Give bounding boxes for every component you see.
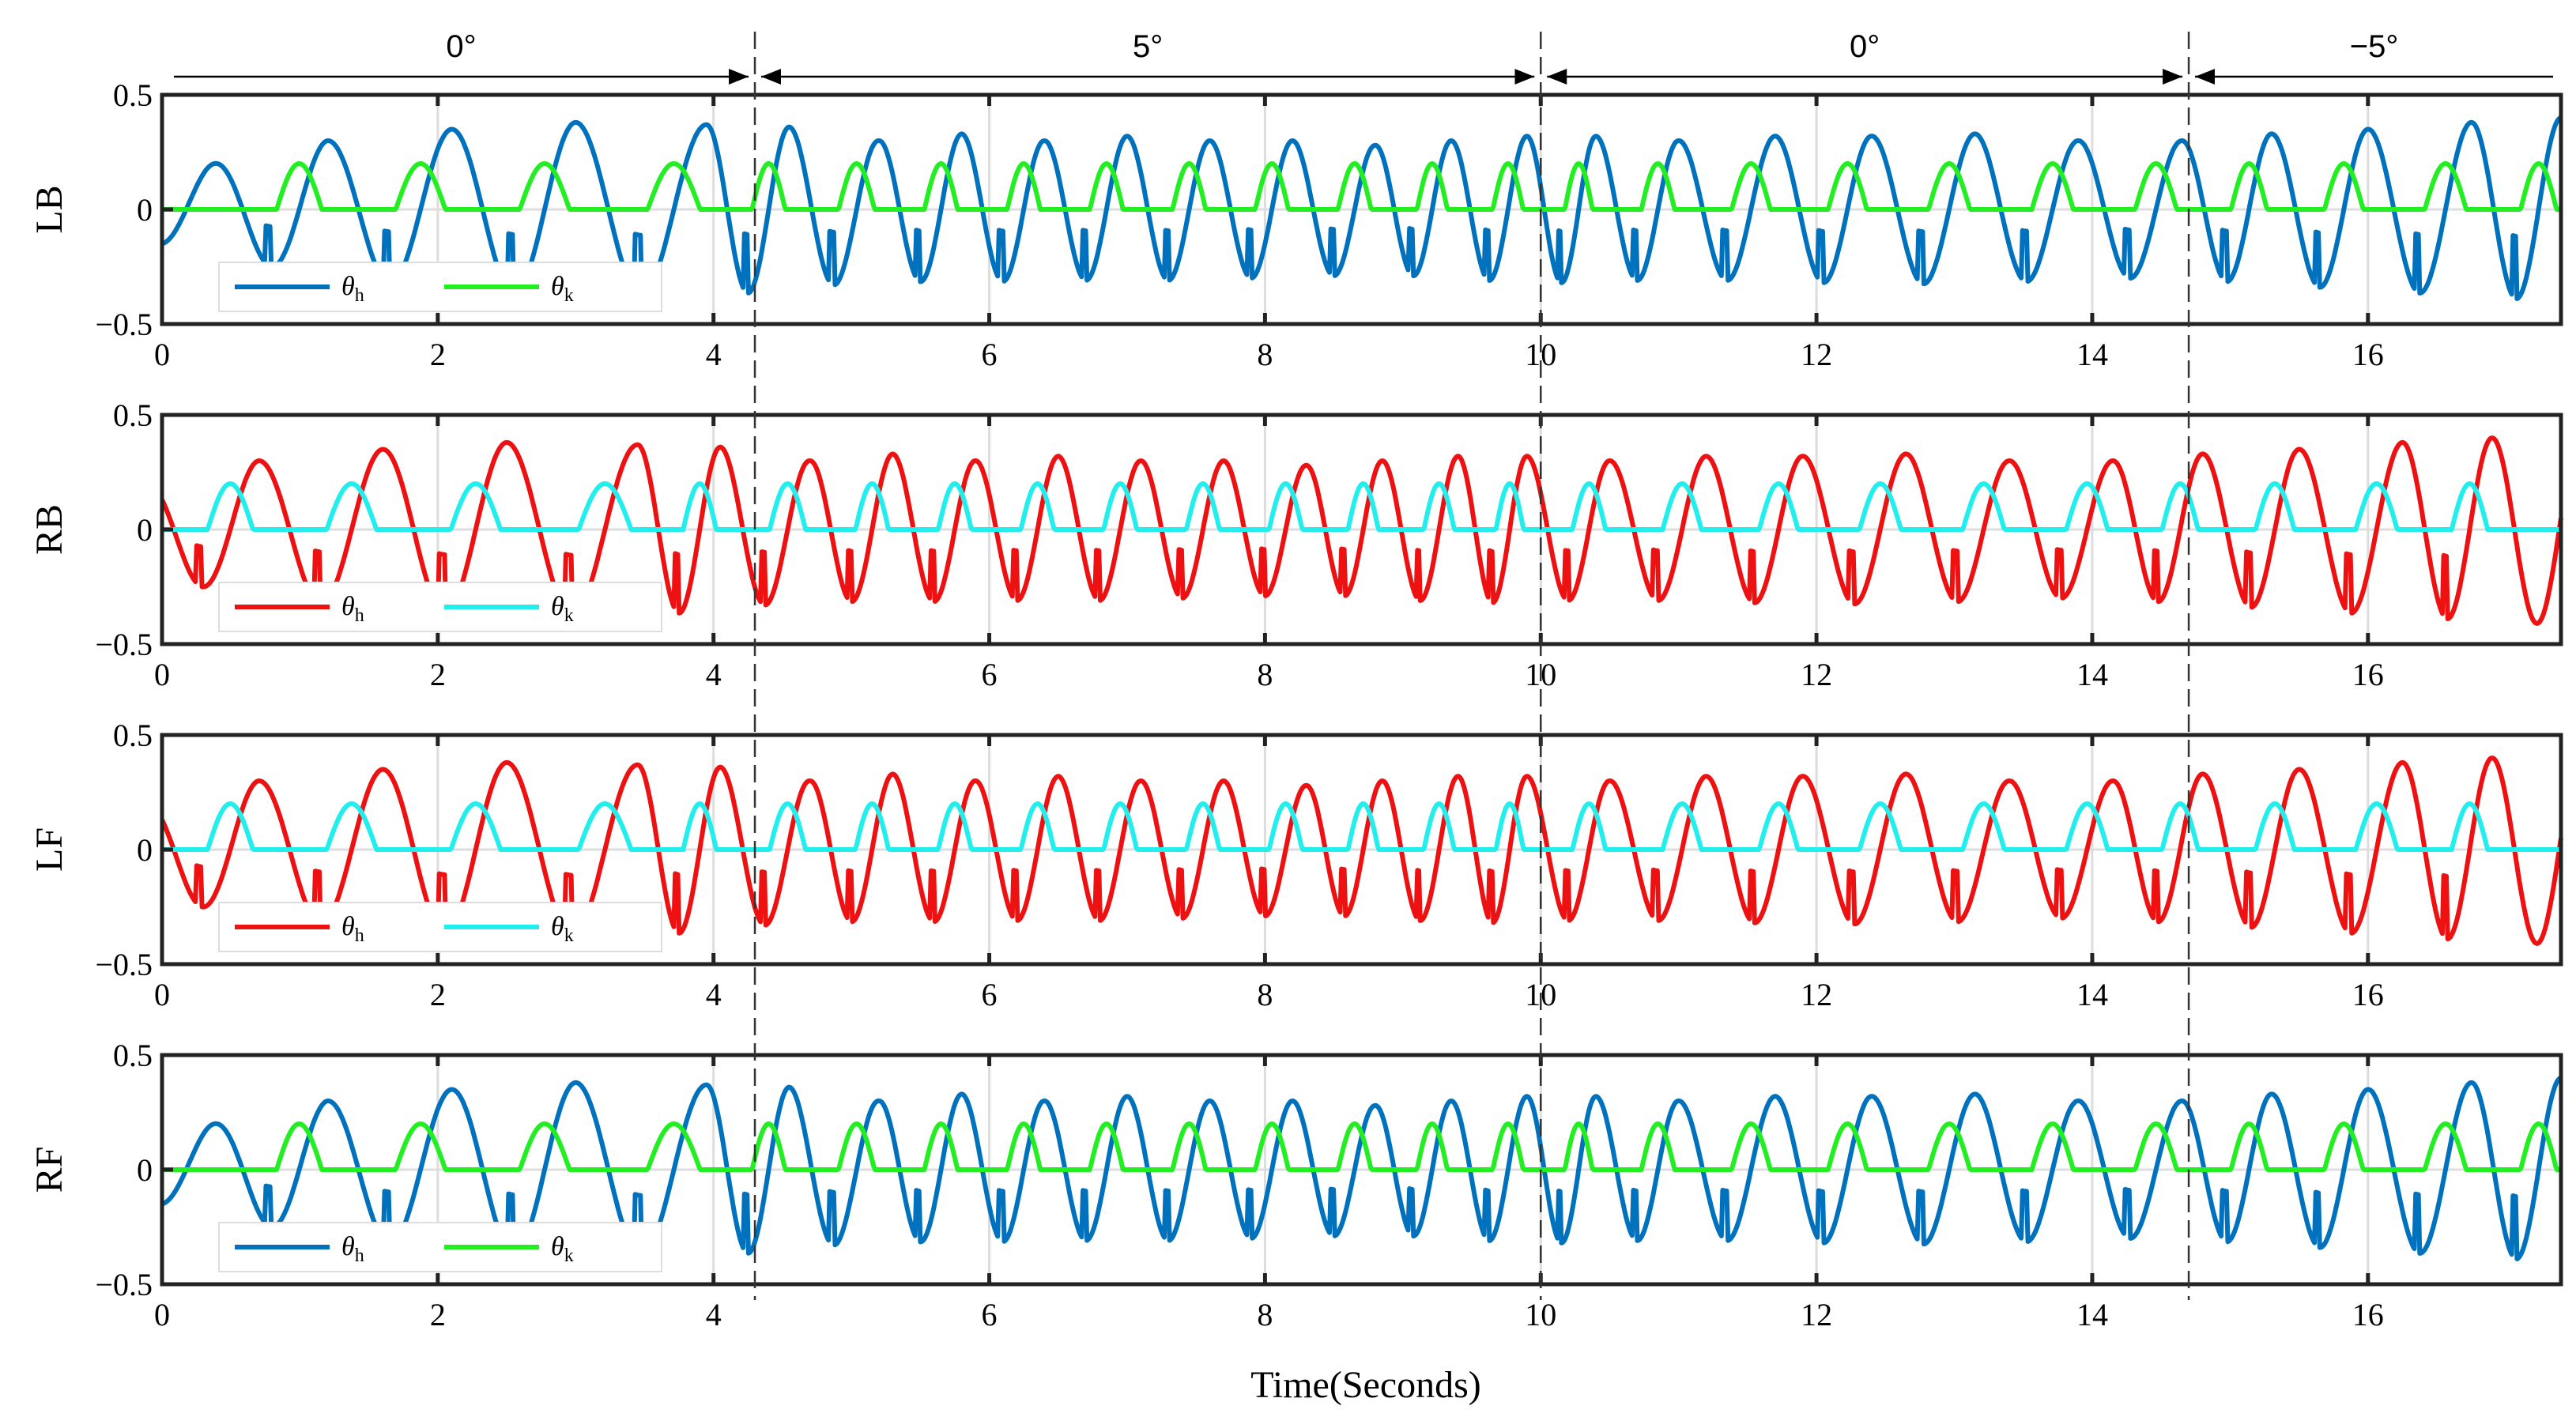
segment-label: −5° (2350, 29, 2399, 64)
x-tick-label: 4 (706, 657, 722, 692)
legend-subscript: h (355, 285, 364, 306)
legend-subscript: k (564, 605, 574, 626)
x-tick-label: 6 (982, 657, 998, 692)
y-axis-label: LB (28, 185, 70, 233)
x-tick-label: 0 (154, 337, 170, 372)
x-tick-label: 2 (430, 1297, 446, 1332)
y-axis-label: RB (28, 504, 70, 555)
y-tick-label: 0 (137, 1152, 153, 1188)
x-tick-label: 6 (982, 977, 998, 1012)
x-tick-label: 6 (982, 1297, 998, 1332)
y-tick-label: 0.5 (113, 398, 153, 433)
x-tick-label: 8 (1257, 337, 1273, 372)
legend-subscript: h (355, 1246, 364, 1266)
x-tick-label: 14 (2076, 657, 2108, 692)
x-tick-label: 14 (2076, 1297, 2108, 1332)
segment-label: 0° (446, 29, 476, 64)
x-tick-label: 6 (982, 337, 998, 372)
series-knee-line (160, 801, 2563, 852)
y-axis-label: LF (28, 827, 70, 872)
y-tick-label: −0.5 (95, 1267, 153, 1302)
legend: θh θk (218, 902, 662, 952)
legend: θh θk (218, 1222, 662, 1272)
series-knee-line (160, 161, 2563, 212)
y-tick-label: −0.5 (95, 307, 153, 342)
x-tick-label: 12 (1801, 657, 1832, 692)
x-tick-label: 4 (706, 1297, 722, 1332)
x-tick-label: 14 (2076, 977, 2108, 1012)
segment-header: 0° 5° 0° −5° (174, 29, 2553, 85)
legend-subscript: k (564, 285, 574, 306)
x-tick-label: 8 (1257, 977, 1273, 1012)
y-tick-label: 0 (137, 832, 153, 868)
x-tick-label: 16 (2352, 1297, 2384, 1332)
y-tick-label: −0.5 (95, 627, 153, 662)
legend-subscript: k (564, 1246, 574, 1266)
y-tick-label: 0.5 (113, 718, 153, 753)
legend-box (218, 902, 662, 952)
legend-subscript: h (355, 925, 364, 946)
x-tick-label: 14 (2076, 337, 2108, 372)
legend-subscript: h (355, 605, 364, 626)
legend-entry: θk (551, 912, 574, 946)
x-axis-label: Time(Seconds) (1250, 1364, 1481, 1406)
legend-entry: θh (341, 912, 364, 946)
y-tick-label: −0.5 (95, 947, 153, 982)
legend: θh θk (218, 262, 662, 312)
x-tick-label: 4 (706, 977, 722, 1012)
x-tick-label: 16 (2352, 657, 2384, 692)
y-tick-label: 0.5 (113, 1038, 153, 1073)
segment-boundaries (753, 32, 2190, 1300)
x-tick-label: 0 (154, 977, 170, 1012)
x-tick-label: 8 (1257, 1297, 1273, 1332)
x-tick-label: 2 (430, 337, 446, 372)
y-tick-label: 0 (137, 512, 153, 548)
x-tick-label: 12 (1801, 977, 1832, 1012)
x-tick-label: 8 (1257, 657, 1273, 692)
y-axis-label: RF (28, 1147, 70, 1193)
legend: θh θk (218, 582, 662, 632)
x-tick-label: 0 (154, 1297, 170, 1332)
x-tick-label: 4 (706, 337, 722, 372)
segment-label: 5° (1133, 29, 1163, 64)
y-tick-label: 0 (137, 192, 153, 228)
legend-subscript: k (564, 925, 574, 946)
series-knee-line (160, 1121, 2563, 1172)
x-tick-label: 10 (1525, 1297, 1556, 1332)
x-tick-label: 2 (430, 977, 446, 1012)
x-tick-label: 0 (154, 657, 170, 692)
y-tick-label: 0.5 (113, 77, 153, 113)
x-tick-label: 12 (1801, 337, 1832, 372)
x-tick-label: 16 (2352, 337, 2384, 372)
x-tick-label: 16 (2352, 977, 2384, 1012)
x-tick-label: 12 (1801, 1297, 1832, 1332)
segment-label: 0° (1850, 29, 1880, 64)
x-tick-label: 2 (430, 657, 446, 692)
series-knee-line (160, 481, 2563, 532)
